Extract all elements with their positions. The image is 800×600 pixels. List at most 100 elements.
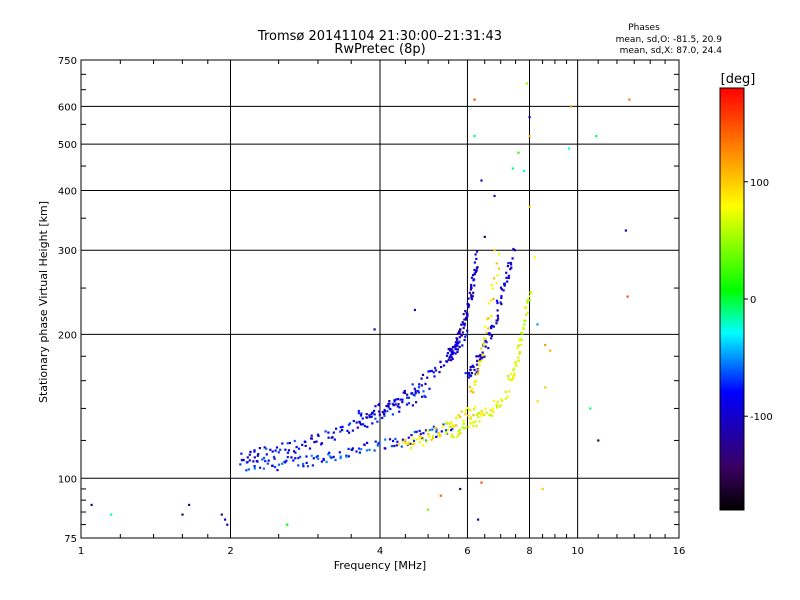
data-point — [488, 333, 491, 336]
data-point — [483, 355, 486, 358]
data-point — [256, 454, 259, 457]
x-tick-labels: 1 2 4 6 8 10 16 — [78, 546, 686, 557]
data-point — [313, 441, 316, 444]
data-point — [438, 371, 441, 374]
data-point — [498, 267, 501, 270]
data-point — [486, 318, 489, 321]
data-point — [517, 151, 520, 154]
data-point — [327, 436, 330, 439]
data-point — [464, 409, 467, 412]
data-point — [496, 314, 499, 317]
data-point — [501, 399, 504, 402]
data-point — [470, 283, 473, 287]
data-point — [495, 299, 499, 302]
data-point — [490, 299, 493, 302]
data-point — [351, 448, 354, 451]
data-point — [253, 467, 256, 470]
data-point — [451, 357, 454, 360]
data-point — [435, 427, 438, 430]
data-point — [484, 325, 487, 328]
data-point — [445, 421, 448, 424]
data-point — [522, 327, 525, 331]
data-point — [357, 447, 361, 450]
data-point — [458, 340, 461, 343]
data-point — [339, 455, 342, 458]
data-point — [513, 249, 516, 252]
data-point — [428, 428, 431, 432]
data-point — [339, 457, 342, 460]
data-point — [516, 346, 519, 349]
data-point — [458, 345, 461, 349]
data-point — [595, 135, 598, 138]
data-point — [465, 333, 468, 336]
data-point — [492, 297, 495, 301]
data-point — [407, 396, 410, 399]
data-point — [478, 360, 481, 363]
data-point — [570, 105, 573, 108]
data-point — [520, 332, 523, 335]
data-point — [433, 375, 436, 378]
data-point — [523, 306, 526, 309]
data-point — [512, 368, 515, 372]
x-tick-label: 2 — [227, 546, 233, 557]
data-point — [393, 399, 396, 402]
data-point — [466, 313, 469, 316]
data-point — [528, 135, 531, 138]
data-point — [480, 481, 483, 484]
data-point — [420, 435, 423, 438]
data-point — [477, 416, 480, 419]
data-point — [519, 337, 522, 340]
data-point — [455, 342, 459, 345]
data-point — [525, 306, 528, 309]
data-point — [395, 398, 398, 401]
data-point — [295, 445, 298, 449]
data-point — [417, 389, 420, 393]
data-point — [470, 286, 473, 290]
data-point — [461, 426, 464, 429]
data-point — [413, 308, 416, 312]
data-point — [464, 372, 467, 375]
data-point — [264, 460, 267, 463]
data-point — [426, 430, 429, 433]
data-point — [302, 465, 305, 468]
data-point — [472, 365, 475, 368]
data-point — [480, 414, 483, 417]
data-point — [287, 449, 291, 452]
colorbar-tick-label: 0 — [750, 295, 756, 306]
data-point — [253, 449, 256, 452]
data-point — [445, 354, 449, 357]
data-point — [467, 426, 470, 429]
data-point — [459, 415, 462, 419]
data-point — [351, 429, 354, 432]
data-point — [457, 414, 460, 417]
data-point — [452, 346, 455, 349]
data-point — [435, 430, 438, 433]
y-tick-label: 400 — [58, 186, 77, 197]
data-point — [266, 462, 269, 465]
data-point — [419, 432, 422, 435]
data-point — [383, 412, 386, 416]
data-point — [315, 440, 318, 443]
data-point — [334, 458, 337, 462]
data-point — [347, 455, 350, 458]
data-point — [381, 411, 384, 414]
x-axis-label: Frequency [MHz] — [334, 559, 426, 572]
data-point — [330, 456, 333, 459]
data-point — [460, 334, 464, 337]
data-point — [371, 422, 374, 425]
data-point — [397, 403, 400, 406]
data-point — [285, 459, 288, 462]
data-point — [358, 420, 361, 423]
data-point — [470, 296, 473, 299]
data-point — [370, 415, 373, 418]
data-point — [495, 262, 498, 265]
data-point — [497, 317, 500, 320]
y-tick-label: 500 — [58, 140, 77, 151]
data-point — [478, 358, 481, 361]
data-point — [512, 375, 515, 378]
data-point — [335, 427, 338, 430]
data-point — [427, 370, 430, 373]
data-point — [525, 82, 528, 85]
data-point — [449, 354, 452, 357]
data-point — [468, 385, 471, 388]
